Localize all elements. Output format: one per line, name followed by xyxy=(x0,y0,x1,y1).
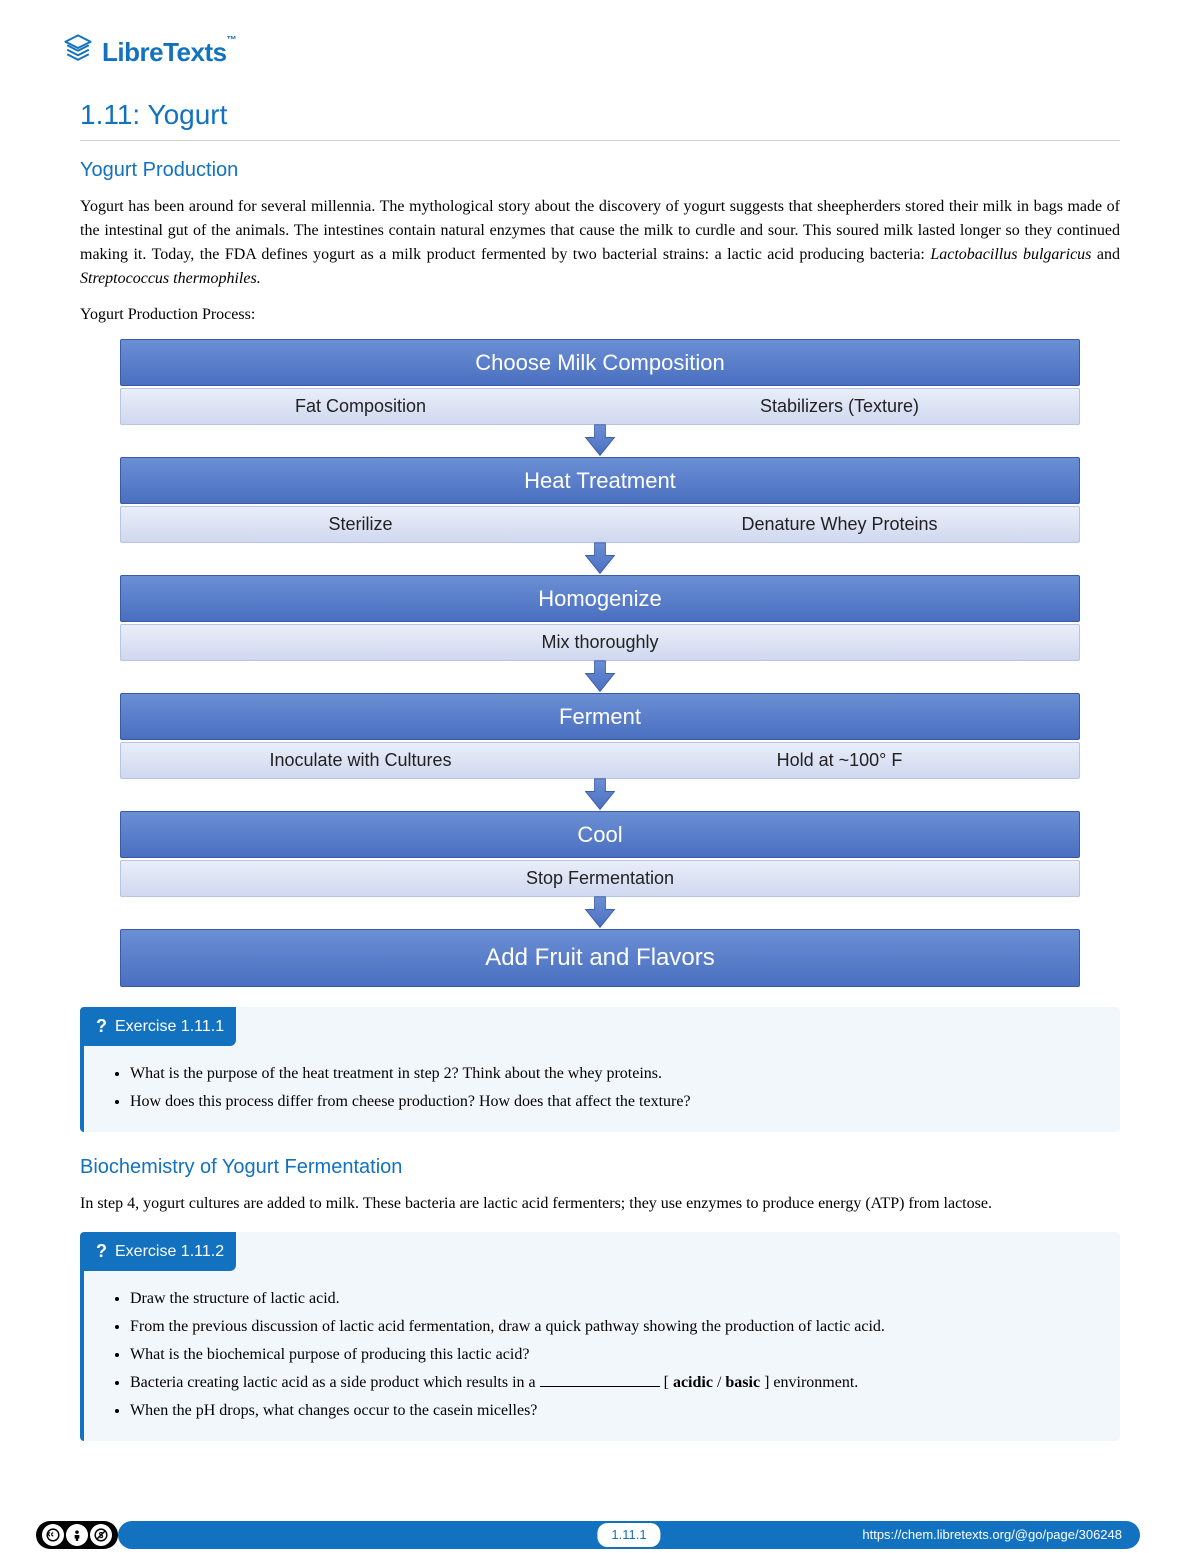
exercise-item: What is the purpose of the heat treatmen… xyxy=(130,1062,1096,1086)
page: LibreTexts™ 1.11: Yogurt Yogurt Producti… xyxy=(0,0,1200,1441)
exercise-box-1: ? Exercise 1.11.1 What is the purpose of… xyxy=(80,1007,1120,1132)
flow-arrow-icon xyxy=(120,541,1080,577)
flow-step: Add Fruit and Flavors xyxy=(120,929,1080,987)
process-label: Yogurt Production Process: xyxy=(80,303,1120,327)
flow-arrow-icon xyxy=(120,423,1080,459)
flow-step-sub: Inoculate with CulturesHold at ~100° F xyxy=(120,742,1080,779)
flow-step-sub: SterilizeDenature Whey Proteins xyxy=(120,506,1080,543)
flow-step: HomogenizeMix thoroughly xyxy=(120,575,1080,661)
page-title: 1.11: Yogurt xyxy=(80,94,1120,141)
cc-icon xyxy=(42,1524,64,1546)
footer-bar: 1.11.1 https://chem.libretexts.org/@go/p… xyxy=(118,1521,1140,1549)
exercise-item: When the pH drops, what changes occur to… xyxy=(130,1399,1096,1423)
exercise-2-header: ? Exercise 1.11.2 xyxy=(84,1232,236,1271)
footer: $ 1.11.1 https://chem.libretexts.org/@go… xyxy=(0,1517,1200,1553)
flow-step: Heat TreatmentSterilizeDenature Whey Pro… xyxy=(120,457,1080,543)
section-heading-production: Yogurt Production xyxy=(80,155,1120,185)
exercise-item: What is the biochemical purpose of produ… xyxy=(130,1343,1096,1367)
flow-step-title: Heat Treatment xyxy=(120,457,1080,504)
nc-icon: $ xyxy=(90,1524,112,1546)
flow-step-sub-item: Hold at ~100° F xyxy=(600,747,1079,774)
flow-step: Choose Milk CompositionFat CompositionSt… xyxy=(120,339,1080,425)
flow-step-title: Choose Milk Composition xyxy=(120,339,1080,386)
flow-arrow-icon xyxy=(120,895,1080,931)
flow-step-sub: Stop Fermentation xyxy=(120,860,1080,897)
blank-field xyxy=(540,1386,660,1387)
flow-step-title: Add Fruit and Flavors xyxy=(120,929,1080,987)
flow-step-sub: Fat CompositionStabilizers (Texture) xyxy=(120,388,1080,425)
flow-step-title: Homogenize xyxy=(120,575,1080,622)
flow-step-sub: Mix thoroughly xyxy=(120,624,1080,661)
flow-arrow-icon xyxy=(120,659,1080,695)
flow-step-title: Ferment xyxy=(120,693,1080,740)
exercise-item: Draw the structure of lactic acid. xyxy=(130,1287,1096,1311)
content: 1.11: Yogurt Yogurt Production Yogurt ha… xyxy=(60,94,1140,1441)
logo-text: LibreTexts™ xyxy=(102,33,236,72)
exercise-1-body: What is the purpose of the heat treatmen… xyxy=(84,1046,1120,1132)
exercise-1-header: ? Exercise 1.11.1 xyxy=(84,1007,236,1046)
page-number: 1.11.1 xyxy=(597,1523,660,1547)
biochem-paragraph: In step 4, yogurt cultures are added to … xyxy=(80,1192,1120,1216)
exercise-item: From the previous discussion of lactic a… xyxy=(130,1315,1096,1339)
footer-url[interactable]: https://chem.libretexts.org/@go/page/306… xyxy=(862,1525,1122,1545)
flow-step-sub-item: Denature Whey Proteins xyxy=(600,511,1079,538)
flow-step-sub-item: Sterilize xyxy=(121,511,600,538)
intro-paragraph: Yogurt has been around for several mille… xyxy=(80,195,1120,291)
flow-step-sub-item: Fat Composition xyxy=(121,393,600,420)
flow-step-title: Cool xyxy=(120,811,1080,858)
cc-license-badge: $ xyxy=(36,1521,118,1549)
flow-step-sub-item: Inoculate with Cultures xyxy=(121,747,600,774)
logo: LibreTexts™ xyxy=(60,30,1140,74)
exercise-2-body: Draw the structure of lactic acid. From t… xyxy=(84,1271,1120,1441)
flow-step-sub-item: Stabilizers (Texture) xyxy=(600,393,1079,420)
flow-step: FermentInoculate with CulturesHold at ~1… xyxy=(120,693,1080,779)
exercise-1-title: Exercise 1.11.1 xyxy=(115,1015,224,1039)
exercise-2-title: Exercise 1.11.2 xyxy=(115,1240,224,1264)
question-icon: ? xyxy=(96,1013,107,1040)
libretexts-logo-icon xyxy=(60,30,96,74)
flowchart: Choose Milk CompositionFat CompositionSt… xyxy=(120,339,1080,987)
flow-arrow-icon xyxy=(120,777,1080,813)
exercise-box-2: ? Exercise 1.11.2 Draw the structure of … xyxy=(80,1232,1120,1441)
question-icon: ? xyxy=(96,1238,107,1265)
exercise-item: How does this process differ from cheese… xyxy=(130,1090,1096,1114)
section-heading-biochem: Biochemistry of Yogurt Fermentation xyxy=(80,1152,1120,1182)
flow-step: CoolStop Fermentation xyxy=(120,811,1080,897)
by-icon xyxy=(66,1524,88,1546)
exercise-item: Bacteria creating lactic acid as a side … xyxy=(130,1371,1096,1395)
